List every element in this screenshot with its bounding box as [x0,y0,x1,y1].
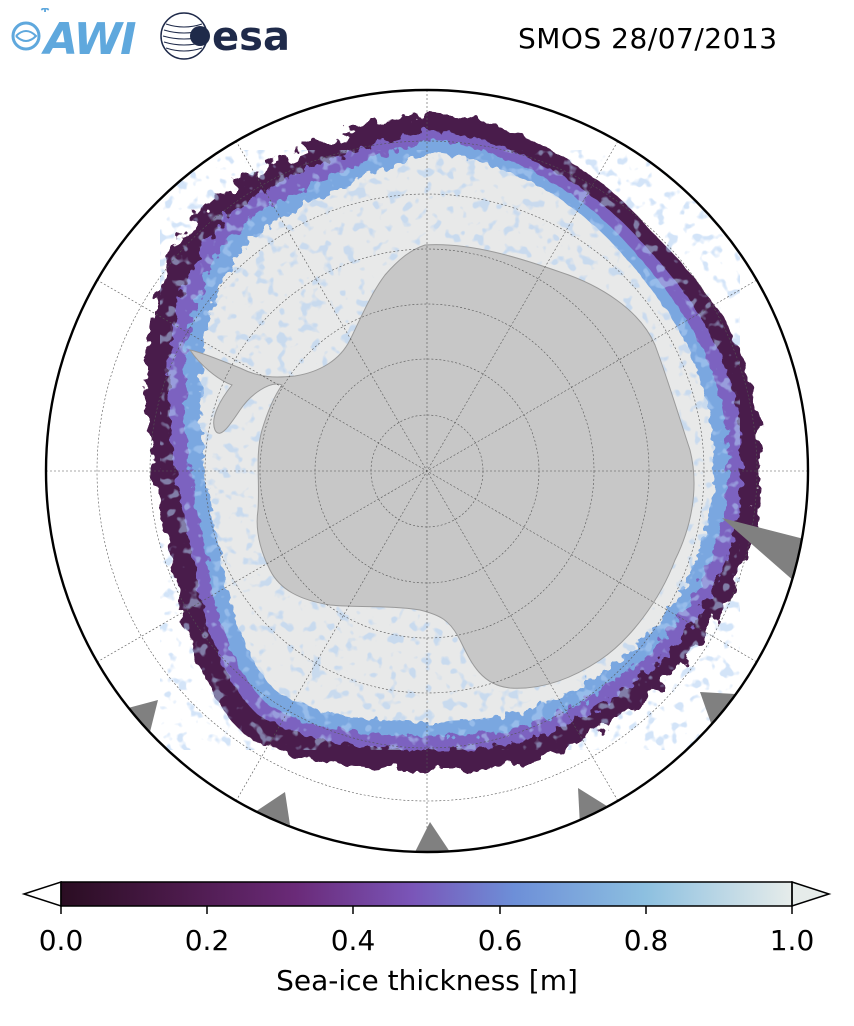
map-boundary [44,88,810,854]
colorbar-tick-label: 1.0 [769,924,815,957]
awi-logo: ✱ AWI [8,1,148,68]
colorbar-tick-label: 0.0 [38,924,84,957]
antarctic-sea-ice-map [44,88,810,854]
esa-logo: esa [160,10,310,70]
colorbar-tick-label: 0.4 [330,924,376,957]
colorbar-ticks [60,906,793,914]
colorbar-tick-label: 0.6 [477,924,523,957]
graticule [46,90,808,852]
no-data-mask [128,518,808,852]
colorbar-tick-label: 0.8 [623,924,669,957]
awi-logo-text: AWI [41,14,136,64]
colorbar-extend-max [791,880,832,908]
svg-text:✱: ✱ [40,8,50,15]
map-title: SMOS 28/07/2013 [518,22,778,55]
colorbar-tick-label: 0.2 [184,924,230,957]
colorbar [21,880,832,914]
colorbar-gradient [61,882,792,906]
antarctica-land [188,244,695,689]
colorbar-extend-min [21,880,62,908]
esa-logo-text: esa [212,14,290,60]
colorbar-label: Sea-ice thickness [m] [276,964,578,997]
